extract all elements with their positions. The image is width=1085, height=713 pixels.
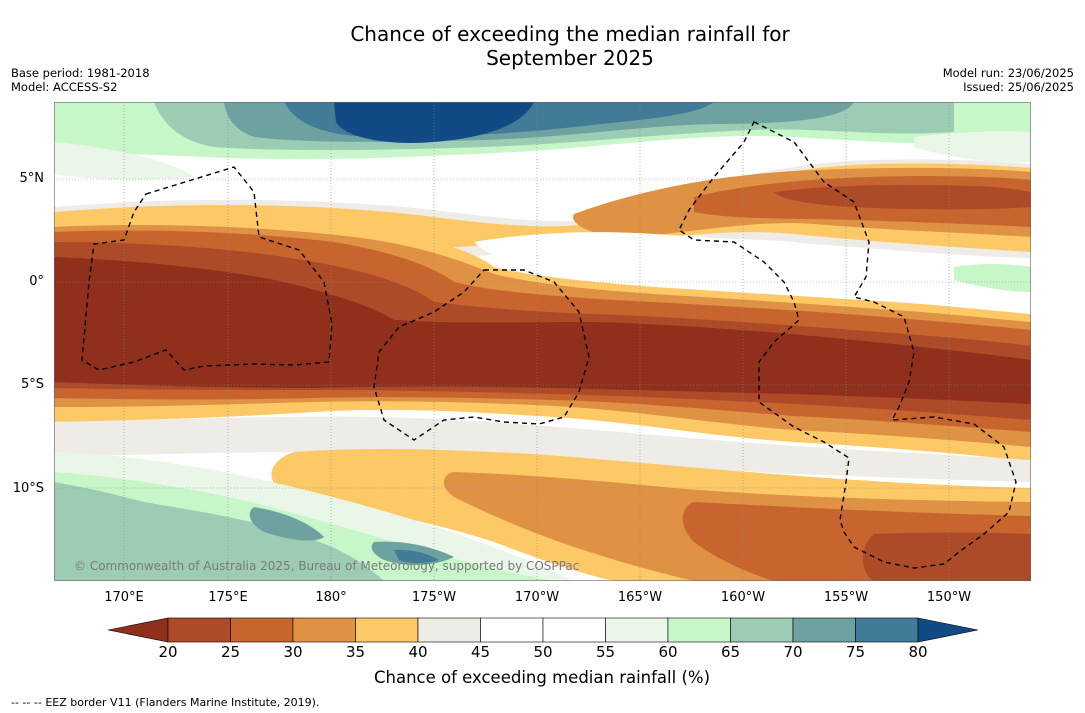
band-sw-70 [249, 507, 324, 541]
eez-kiribati-line [678, 121, 1017, 569]
colorbar-tick-label: 65 [720, 643, 741, 661]
colorbar-cell [792, 617, 856, 643]
lon-label-170e: 170°E [104, 590, 144, 605]
colorbar-tick-label: 70 [783, 643, 803, 661]
colorbar-cell [667, 617, 731, 643]
band-s-45 [54, 416, 1031, 482]
lon-label-160w: 160°W [720, 590, 766, 605]
title-line-2: September 2025 [486, 46, 654, 70]
eez-kiribati-phoenix [373, 269, 590, 441]
colorbar-cell [167, 617, 231, 643]
band-eq-20 [54, 257, 1031, 404]
band-eq-white [474, 232, 1031, 307]
band-sw-75 [394, 549, 439, 563]
colorbar-tick-label: 55 [595, 643, 616, 661]
colorbar-cell [292, 617, 356, 643]
colorbar-under-triangle [108, 617, 169, 643]
eez-kiribati-gilbert [81, 166, 333, 371]
colorbar-tick-label: 35 [345, 643, 366, 661]
model-name: Model: ACCESS-S2 [11, 80, 118, 94]
eez-legend-text: EEZ border V11 (Flanders Marine Institut… [45, 696, 320, 709]
colorbar-label: Chance of exceeding median rainfall (%) [373, 668, 711, 687]
colorbar-cell [605, 617, 669, 643]
lat-label-5s: 5°S [20, 377, 44, 392]
colorbar [108, 617, 978, 643]
colorbar-tick-label: 45 [470, 643, 491, 661]
colorbar-over-triangle [917, 617, 978, 643]
eez-legend-dashes: -- -- -- [11, 696, 42, 709]
lon-label-155w: 155°W [823, 590, 869, 605]
colorbar-tick-label: 30 [283, 643, 303, 661]
lon-label-150w: 150°W [926, 590, 972, 605]
colorbar-cell [230, 617, 294, 643]
map-border [54, 102, 1031, 581]
band-s-25 [862, 532, 1031, 581]
colorbar-tick-label: 20 [158, 643, 178, 661]
meta-left: Base period: 1981-2018 Model: ACCESS-S2 [11, 66, 150, 94]
colorbar-cell [730, 617, 794, 643]
colorbar-tick-label: 40 [408, 643, 428, 661]
colorbar-cell [855, 617, 919, 643]
base-period: Base period: 1981-2018 [11, 66, 150, 80]
title-line-1: Chance of exceeding the median rainfall … [350, 22, 790, 46]
colorbar-tick-label: 80 [908, 643, 928, 661]
colorbar-cell [480, 617, 544, 643]
eez-legend: -- -- -- EEZ border V11 (Flanders Marine… [11, 696, 319, 709]
graticule [54, 102, 1031, 581]
band-eq-60 [954, 263, 1031, 292]
lon-label-175w: 175°W [411, 590, 457, 605]
map-svg: © Commonwealth of Australia 2025, Bureau… [54, 102, 1031, 581]
colorbar-cell [542, 617, 606, 643]
band-north-80 [334, 102, 534, 143]
rainfall-map: © Commonwealth of Australia 2025, Bureau… [54, 102, 1031, 581]
lon-label-180: 180° [315, 590, 347, 605]
issued-date: Issued: 25/06/2025 [963, 80, 1074, 94]
model-run: Model run: 23/06/2025 [942, 66, 1074, 80]
lon-label-170w: 170°W [514, 590, 560, 605]
colorbar-tick-label: 75 [845, 643, 866, 661]
meta-right: Model run: 23/06/2025 Issued: 25/06/2025 [943, 66, 1074, 94]
band-north-55a [54, 142, 194, 180]
lon-label-165w: 165°W [617, 590, 663, 605]
colorbar-cell [417, 617, 481, 643]
band-sw-65 [54, 482, 384, 581]
eez-borders [81, 121, 1017, 569]
colorbar-tick-label: 25 [220, 643, 241, 661]
band-north-55b [914, 131, 1031, 163]
lat-label-5n: 5°N [19, 171, 45, 186]
colorbar-tick-label: 60 [658, 643, 678, 661]
colorbar-tick-label: 50 [533, 643, 553, 661]
chart-title: Chance of exceeding the median rainfall … [0, 22, 1085, 70]
lat-label-0: 0° [29, 274, 44, 289]
lon-label-175e: 175°E [208, 590, 248, 605]
watermark: © Commonwealth of Australia 2025, Bureau… [74, 559, 579, 573]
colorbar-cell [355, 617, 419, 643]
lat-label-10s: 10°S [12, 481, 44, 496]
